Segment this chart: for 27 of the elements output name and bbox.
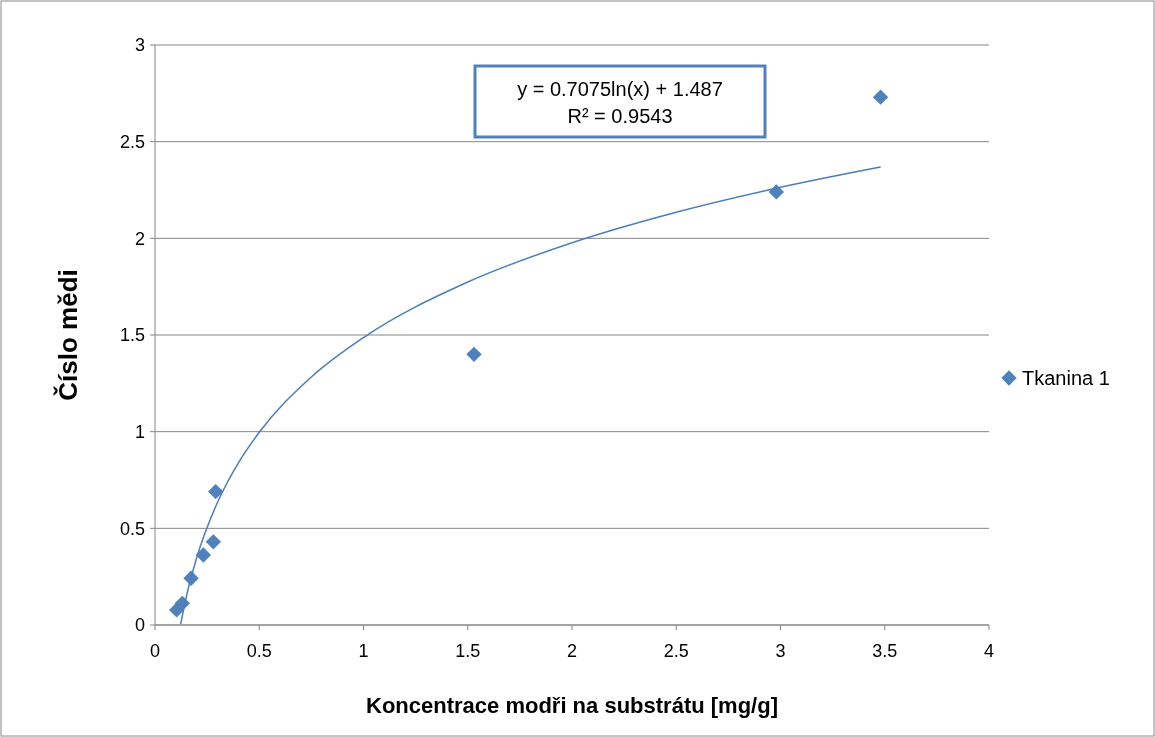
annotation: R² = 0.9543: [567, 105, 673, 127]
y-axis-title: Číslo mědi: [53, 269, 83, 401]
y-tick-label: 0.5: [119, 518, 145, 539]
y-tick-label: 1: [134, 421, 145, 442]
y-tick-label: 2.5: [119, 131, 145, 152]
x-tick-label: 0.5: [246, 641, 272, 661]
point: [768, 184, 784, 200]
x-tick-label: 3.5: [872, 641, 898, 661]
x-tick-label: 3: [775, 641, 786, 661]
x-tick-label: 1: [358, 641, 369, 661]
annotation: y = 0.7075ln(x) + 1.487: [517, 78, 723, 100]
point: [208, 483, 224, 500]
y-tick-label: 0: [134, 615, 145, 636]
point: [195, 547, 212, 563]
legend-label: Tkanina 1: [1022, 367, 1110, 389]
y-tick-label: 2: [134, 228, 145, 249]
point: [205, 534, 222, 550]
point: [466, 346, 482, 362]
x-tick-label: 0: [149, 641, 161, 661]
x-tick-label: 2: [566, 641, 578, 661]
y-tick-label: 1.5: [119, 325, 145, 346]
x-tick-label: 2.5: [663, 641, 689, 661]
x-tick-label: 1.5: [455, 641, 481, 661]
x-axis-title: Koncentrace modři na substrátu [mg/g]: [366, 693, 778, 718]
point: [872, 89, 889, 105]
y-tick-label: 3: [134, 35, 145, 56]
x-tick-label: 4: [983, 641, 995, 661]
